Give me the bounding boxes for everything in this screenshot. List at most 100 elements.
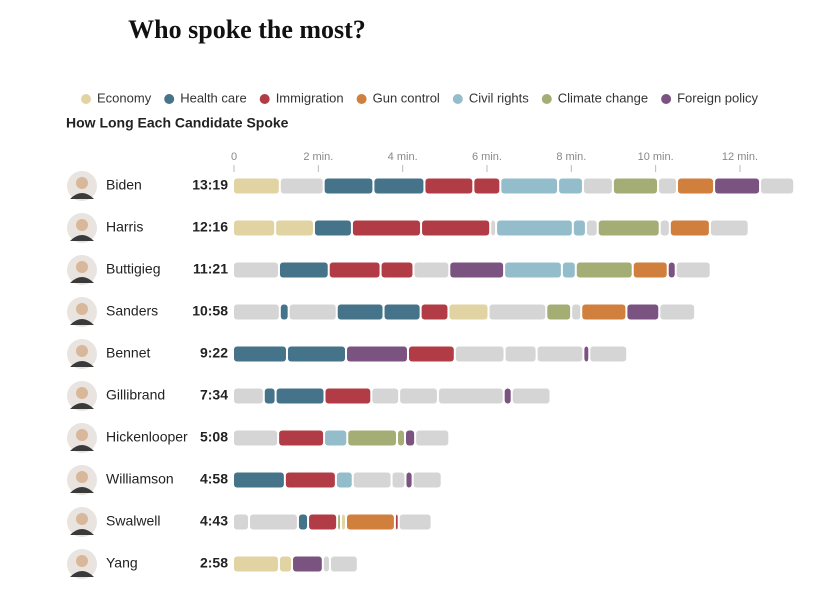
candidate-photo — [67, 297, 97, 327]
speech-segment — [414, 262, 449, 278]
speech-segment — [314, 220, 351, 236]
speech-segment — [330, 556, 357, 572]
speech-segment — [264, 388, 275, 404]
speech-segment — [279, 430, 324, 446]
legend-label: Gun control — [373, 90, 440, 105]
x-tick-label: 10 min. — [638, 151, 674, 163]
duration-label: 11:21 — [193, 261, 228, 277]
speech-segment — [668, 262, 675, 278]
speech-segment — [710, 220, 748, 236]
x-tick-label: 2 min. — [303, 151, 333, 163]
legend-label: Civil rights — [469, 90, 529, 105]
duration-label: 9:22 — [200, 345, 228, 361]
candidate-name: Swalwell — [106, 513, 160, 529]
speech-segment — [279, 262, 328, 278]
speech-segment — [250, 514, 297, 530]
candidate-photo — [67, 339, 97, 369]
legend-swatch — [661, 94, 672, 104]
legend-swatch — [164, 94, 175, 104]
candidate-name: Yang — [106, 555, 138, 571]
speech-segment — [406, 472, 412, 488]
speech-segment — [438, 388, 503, 404]
speech-segment — [336, 472, 352, 488]
speech-segment — [337, 304, 383, 320]
speech-segment — [576, 262, 632, 278]
candidate-name: Harris — [106, 219, 143, 235]
speech-segment — [325, 430, 347, 446]
legend-label: Immigration — [276, 90, 344, 105]
speech-segment — [323, 556, 329, 572]
legend-swatch — [452, 94, 463, 104]
speech-segment — [627, 304, 659, 320]
speech-segment — [329, 262, 380, 278]
speech-segment — [761, 178, 794, 194]
photo-head — [76, 387, 88, 399]
photo-head — [76, 303, 88, 315]
speech-segment — [325, 388, 371, 404]
speech-segment — [421, 304, 448, 320]
x-tick-label: 12 min. — [722, 151, 758, 163]
speech-segment — [234, 178, 279, 194]
speech-segment — [392, 472, 405, 488]
speech-segment — [234, 556, 278, 572]
speech-segment — [572, 304, 581, 320]
candidate-photo — [67, 549, 97, 579]
photo-head — [76, 513, 88, 525]
duration-label: 2:58 — [200, 555, 228, 571]
speech-segment — [372, 388, 399, 404]
speech-segment — [590, 346, 627, 362]
speech-segment — [489, 304, 546, 320]
speech-segment — [598, 220, 659, 236]
speech-segment — [341, 514, 345, 530]
photo-body — [70, 529, 94, 535]
legend-label: Health care — [180, 90, 246, 105]
speech-segment — [582, 304, 626, 320]
legend-label: Climate change — [558, 90, 648, 105]
speech-segment — [547, 304, 571, 320]
legend-swatch — [259, 94, 270, 104]
legend-swatch — [541, 94, 552, 104]
x-tick-label: 0 — [231, 151, 237, 163]
candidate-photo — [67, 465, 97, 495]
candidate-name: Gillibrand — [106, 387, 165, 403]
duration-label: 5:08 — [200, 429, 228, 445]
duration-label: 4:43 — [200, 513, 228, 529]
speech-segment — [537, 346, 583, 362]
speech-segment — [676, 262, 710, 278]
candidate-photo — [67, 423, 97, 453]
x-tick-label: 8 min. — [556, 151, 586, 163]
speech-segment — [670, 220, 709, 236]
candidate-photo — [67, 507, 97, 537]
speech-segment — [660, 304, 695, 320]
speech-segment — [586, 220, 597, 236]
candidate-photo — [67, 381, 97, 411]
speech-segment — [400, 388, 437, 404]
speech-segment — [559, 178, 582, 194]
speech-segment — [347, 514, 394, 530]
speech-segment — [234, 304, 279, 320]
candidate-name: Buttigieg — [106, 261, 160, 277]
speech-segment — [408, 346, 454, 362]
photo-head — [76, 429, 88, 441]
photo-head — [76, 345, 88, 357]
photo-head — [76, 555, 88, 567]
candidate-photo — [67, 255, 97, 285]
photo-body — [70, 571, 94, 577]
speech-segment — [309, 514, 337, 530]
speech-segment — [474, 178, 500, 194]
speech-segment — [633, 262, 667, 278]
x-tick-label: 4 min. — [388, 151, 418, 163]
photo-head — [76, 471, 88, 483]
speech-segment — [234, 346, 286, 362]
speech-segment — [234, 388, 263, 404]
speech-segment — [347, 346, 407, 362]
speech-segment — [234, 472, 284, 488]
speech-segment — [501, 178, 558, 194]
duration-label: 10:58 — [192, 303, 228, 319]
speech-segment — [395, 514, 398, 530]
photo-body — [70, 403, 94, 409]
speech-segment — [449, 304, 488, 320]
speech-segment — [584, 346, 589, 362]
chart-subtitle: How Long Each Candidate Spoke — [66, 115, 289, 131]
